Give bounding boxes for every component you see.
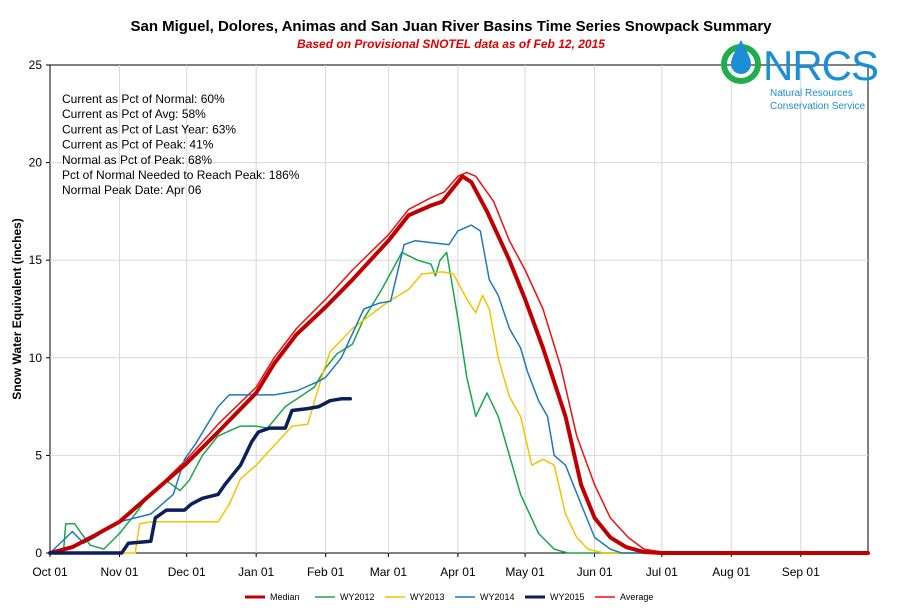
x-tick-label: Oct 01 <box>32 565 68 579</box>
series-line-wy2012 <box>49 251 869 554</box>
legend-label: Median <box>270 592 300 602</box>
x-tick-label: May 01 <box>505 565 545 579</box>
x-tick-label: Jul 01 <box>646 565 678 579</box>
x-axis-ticks: Oct 01 Nov 01 Dec 01 Jan 01 Feb 01 Mar 01 Apr … <box>32 553 820 579</box>
series-line-wy2015 <box>48 397 353 555</box>
x-tick-label: Jan 01 <box>238 565 274 579</box>
stat-line: Pct of Normal Needed to Reach Peak: 186% <box>62 168 300 182</box>
x-tick-label: Feb 01 <box>307 565 345 579</box>
y-tick-label: 10 <box>29 351 43 365</box>
stats-block: Current as Pct of Normal: 60%Current as … <box>62 92 300 197</box>
water-drop-icon <box>731 40 751 74</box>
chart-subtitle: Based on Provisional SNOTEL data as of F… <box>297 37 605 51</box>
x-tick-label: Apr 01 <box>440 565 476 579</box>
y-tick-label: 5 <box>35 448 42 462</box>
chart-title: San Miguel, Dolores, Animas and San Juan… <box>130 18 772 35</box>
series-line-average <box>49 171 869 554</box>
y-axis-label: Snow Water Equivalent (inches) <box>10 218 24 400</box>
legend-label: Average <box>620 592 653 602</box>
stat-line: Normal as Pct of Peak: 68% <box>62 153 212 167</box>
logo-line2: Conservation Service <box>770 101 865 112</box>
x-tick-label: Dec 01 <box>168 565 206 579</box>
y-tick-label: 0 <box>35 546 42 560</box>
legend-label: WY2012 <box>340 592 375 602</box>
legend-label: WY2013 <box>410 592 445 602</box>
stat-line: Current as Pct of Peak: 41% <box>62 138 214 152</box>
series-group <box>48 171 870 555</box>
y-axis-ticks: 0 5 10 15 20 25 <box>29 58 50 560</box>
grid-lines <box>50 65 868 553</box>
x-tick-label: Mar 01 <box>370 565 408 579</box>
x-tick-label: Jun 01 <box>577 565 613 579</box>
legend-label: WY2014 <box>480 592 515 602</box>
series-line-wy2013 <box>49 271 869 554</box>
x-tick-label: Nov 01 <box>100 565 138 579</box>
series-line-wy2014 <box>49 224 869 554</box>
y-tick-label: 25 <box>29 58 43 72</box>
y-tick-label: 20 <box>29 156 43 170</box>
stat-line: Current as Pct of Avg: 58% <box>62 107 206 121</box>
stat-line: Current as Pct of Normal: 60% <box>62 92 225 106</box>
x-tick-label: Aug 01 <box>712 565 750 579</box>
stat-line: Normal Peak Date: Apr 06 <box>62 183 202 197</box>
logo-line1: Natural Resources <box>770 88 853 99</box>
nrcs-logo: NRCS Natural Resources Conservation Serv… <box>721 40 879 112</box>
series-line-median <box>48 174 870 555</box>
x-tick-label: Sep 01 <box>782 565 820 579</box>
legend-label: WY2015 <box>550 592 585 602</box>
logo-acronym: NRCS <box>763 42 878 89</box>
y-tick-label: 15 <box>29 253 43 267</box>
stat-line: Current as Pct of Last Year: 63% <box>62 122 236 136</box>
legend: Median WY2012 WY2013 WY2014 WY2015 Average <box>245 592 653 602</box>
